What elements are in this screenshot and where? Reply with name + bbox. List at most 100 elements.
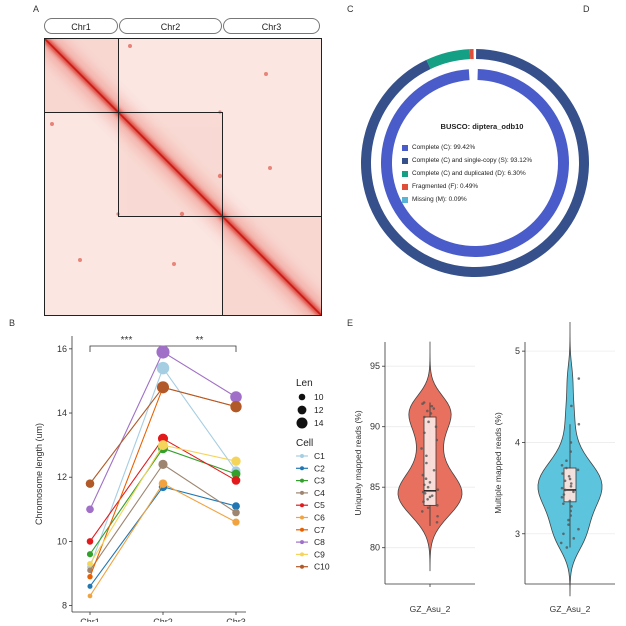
series-point-c6 [158,479,168,488]
data-point [577,422,581,426]
data-point [570,505,573,508]
y-tick-label: 14 [57,408,67,418]
data-point [569,450,572,453]
data-point [563,479,567,483]
data-point [420,447,423,450]
series-point-c9 [158,440,168,451]
series-point-c10 [157,381,169,394]
data-point [569,441,573,444]
y-tick-label: 4 [515,437,520,447]
size-legend-label: 14 [314,418,324,428]
chr-tab-chr3: Chr3 [223,18,320,34]
busco-legend-single-copy: Complete (C) and single-copy (S): 93.12% [402,154,562,167]
y-axis-title: Multiple mapped reads (%) [493,412,503,514]
series-point-c8 [156,345,170,359]
data-point [562,493,566,496]
legend-label: Complete (C) and duplicated (D): 6.30% [412,170,526,177]
data-point [568,477,572,481]
data-point [568,499,572,503]
x-tick-label: Chr1 [80,617,100,622]
size-legend-title: Len [296,378,313,389]
busco-legend-complete: Complete (C): 99.42% [402,141,562,154]
data-point [572,490,575,494]
data-point [432,468,436,472]
series-point-c3 [86,551,94,558]
series-point-c4 [232,508,240,517]
data-point [576,468,580,472]
series-point-c6 [87,593,93,599]
size-legend-dot [297,405,307,415]
y-tick-label: 10 [57,536,67,546]
data-point [436,504,439,507]
x-axis-title: GZ_Asu_2 [410,604,451,614]
data-point [428,495,432,499]
busco-legend: BUSCO: diptera_odb10 Complete (C): 99.42… [402,122,562,206]
data-point [567,474,571,478]
series-point-c9 [231,456,241,466]
y-tick-label: 3 [515,529,520,539]
color-legend-dot [300,503,304,508]
legend-label: Missing (M): 0.09% [412,196,467,203]
busco-legend-missing: Missing (M): 0.09% [402,193,562,206]
series-point-c4 [158,459,168,469]
data-point [560,463,564,467]
busco-legend-duplicated: Complete (C) and duplicated (D): 6.30% [402,167,562,180]
data-point [421,490,425,494]
busco-donut [361,49,589,277]
data-point [427,420,430,424]
data-point [560,495,564,499]
data-point [572,537,576,540]
color-legend-label: C2 [314,463,325,473]
x-tick-label: Chr3 [226,617,246,622]
color-legend-dot [300,466,304,471]
data-point [423,431,426,435]
color-legend-dot [300,540,304,545]
data-point [570,404,573,408]
data-point [565,466,568,470]
color-legend-label: C3 [314,476,325,486]
series-point-c10 [85,479,95,488]
data-point [430,404,434,408]
hic-diagonal-core [44,38,322,316]
y-tick-label: 90 [370,422,380,432]
color-legend-label: C7 [314,525,325,535]
significance-bracket [89,345,164,352]
data-point [559,541,563,545]
swatch-missing [402,196,408,203]
data-point [422,401,426,404]
legend-label: Complete (C) and single-copy (S): 93.12% [412,157,533,164]
chromosome-length-chart: 8 10 12 14 16 Chr1 Chr2 Chr3 Chromosome length (… [34,335,330,622]
busco-outer-fragmented [469,49,474,60]
y-tick-label: 8 [62,601,67,611]
panel-label-a: A [33,4,40,14]
hic-chromosome-boxes [44,38,322,316]
significance-bracket [162,345,237,352]
data-point [569,509,572,513]
y-tick-label: 16 [57,344,67,354]
data-point [434,425,438,428]
size-legend-label: 12 [314,405,324,415]
color-legend-label: C10 [314,562,330,572]
color-legend-label: C6 [314,513,325,523]
series-point-c8 [230,391,242,403]
busco-outer-missing [473,49,474,60]
series-point-c5 [86,538,94,545]
data-point [567,523,570,526]
busco-outer-duplicated [426,49,471,69]
data-point [436,488,440,491]
data-point [429,412,433,415]
data-point [426,506,430,510]
data-point [423,491,427,495]
data-point [565,459,568,463]
series-point-c8 [86,505,94,514]
hic-contact-map [44,38,322,316]
data-point [425,461,428,465]
y-tick-label: 85 [370,482,380,492]
swatch-complete [402,144,408,151]
color-legend-dot [300,552,304,557]
data-point [422,500,425,504]
color-legend-dot [300,478,304,483]
busco-legend-fragmented: Fragmented (F): 0.49% [402,180,562,193]
data-point [561,472,564,475]
data-point [430,494,434,497]
